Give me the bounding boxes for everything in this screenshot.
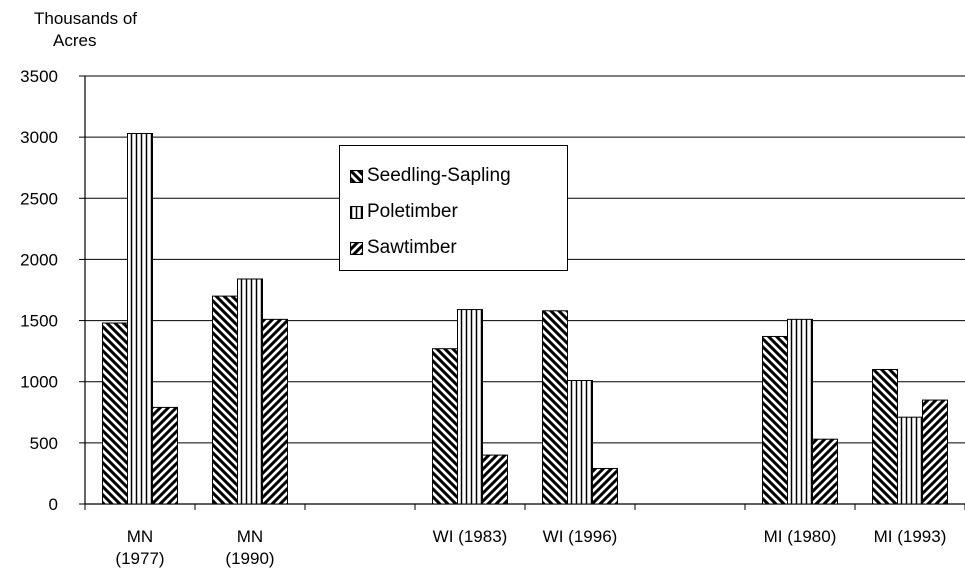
bar-sawtimber bbox=[592, 468, 618, 505]
y-tick-label: 2000 bbox=[20, 250, 58, 269]
y-axis-title-line: Acres bbox=[53, 31, 97, 50]
x-tick-label: MI (1980) bbox=[764, 527, 837, 546]
bar-seedling-sapling bbox=[872, 368, 898, 505]
x-tick-label: (1990) bbox=[225, 549, 274, 568]
tick-labels: 0 500 1000 1500 2000 2500 3000 3500 MN (1977) MN (1… bbox=[20, 67, 946, 568]
legend-item-seedling-sapling: Seedling-Sapling bbox=[340, 158, 567, 194]
legend-swatch bbox=[350, 241, 363, 255]
bar-seedling-sapling bbox=[542, 310, 568, 505]
legend: Seedling-Sapling Poletimber Sawtimber bbox=[339, 145, 568, 271]
bar-sawtimber bbox=[922, 399, 948, 505]
x-tick-label: WI (1983) bbox=[433, 527, 508, 546]
bar-sawtimber bbox=[482, 454, 508, 505]
legend-swatch bbox=[350, 205, 363, 219]
bar-poletimber bbox=[897, 416, 923, 505]
legend-label: Poletimber bbox=[367, 201, 458, 222]
y-tick-label: 1000 bbox=[20, 373, 58, 392]
bar-seedling-sapling bbox=[432, 348, 458, 505]
bar-sawtimber bbox=[152, 406, 178, 505]
x-tick-label: WI (1996) bbox=[543, 527, 618, 546]
bar-poletimber bbox=[237, 278, 263, 505]
legend-label: Seedling-Sapling bbox=[367, 165, 511, 186]
bar-poletimber bbox=[787, 318, 813, 505]
legend-label: Sawtimber bbox=[367, 237, 457, 258]
legend-swatch bbox=[350, 169, 363, 183]
x-tick-label: MI (1993) bbox=[874, 527, 947, 546]
x-tick-label: MN bbox=[127, 527, 153, 546]
y-tick-label: 2500 bbox=[20, 189, 58, 208]
bar-seedling-sapling bbox=[762, 335, 788, 505]
x-tick-label: (1977) bbox=[115, 549, 164, 568]
y-tick-label: 1500 bbox=[20, 312, 58, 331]
bar-poletimber bbox=[127, 132, 153, 505]
bar-sawtimber bbox=[812, 438, 838, 505]
y-tick-label: 3000 bbox=[20, 128, 58, 147]
bars bbox=[102, 132, 948, 505]
bar-poletimber bbox=[457, 309, 483, 505]
y-axis-title-line: Thousands of bbox=[34, 9, 138, 28]
y-tick-label: 500 bbox=[30, 434, 58, 453]
y-tick-label: 3500 bbox=[20, 67, 58, 86]
legend-item-poletimber: Poletimber bbox=[340, 194, 567, 230]
bar-sawtimber bbox=[262, 318, 288, 505]
x-tick-label: MN bbox=[237, 527, 263, 546]
legend-item-sawtimber: Sawtimber bbox=[340, 230, 567, 266]
y-tick-label: 0 bbox=[49, 495, 58, 514]
bar-seedling-sapling bbox=[212, 295, 238, 505]
y-axis-title: Thousands of Acres bbox=[34, 8, 137, 52]
bar-poletimber bbox=[567, 379, 593, 505]
bar-seedling-sapling bbox=[102, 322, 128, 505]
